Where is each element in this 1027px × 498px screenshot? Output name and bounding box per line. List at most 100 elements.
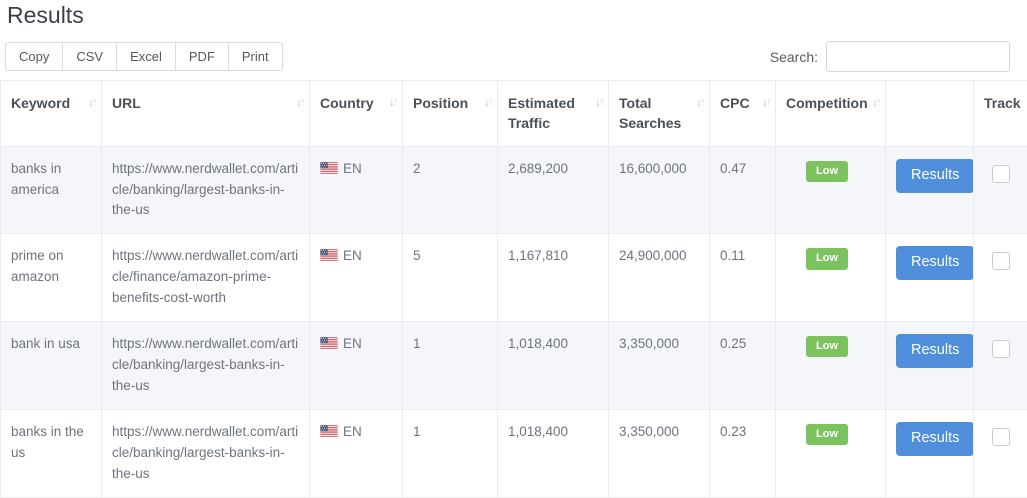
total-searches-cell: 3,350,000	[609, 409, 710, 497]
total-searches-cell: 24,900,000	[609, 234, 710, 322]
competition-cell: Low	[776, 409, 886, 497]
competition-badge: Low	[806, 248, 848, 269]
sort-icon: ↓↑	[296, 94, 304, 111]
sort-icon: ↓↑	[484, 94, 492, 111]
url-cell: https://www.nerdwallet.com/article/banki…	[102, 322, 310, 410]
actions-cell: Results	[886, 234, 974, 322]
export-button-csv[interactable]: CSV	[62, 42, 117, 71]
track-checkbox[interactable]	[992, 165, 1010, 183]
estimated-traffic-cell: 1,018,400	[498, 322, 609, 410]
column-header-keyword[interactable]: Keyword ↓↑	[1, 81, 102, 147]
column-header-country[interactable]: Country ↓↑	[310, 81, 403, 147]
table-row: prime on amazon https://www.nerdwallet.c…	[1, 234, 1027, 322]
sort-icon: ↓↑	[595, 94, 603, 111]
column-header-label: Position	[413, 95, 468, 111]
results-button[interactable]: Results	[896, 159, 974, 193]
actions-cell: Results	[886, 146, 974, 234]
column-header-label: Competition	[786, 95, 868, 111]
us-flag-icon	[320, 249, 338, 261]
results-button[interactable]: Results	[896, 334, 974, 368]
export-button-copy[interactable]: Copy	[5, 42, 63, 71]
table-row: banks in the us https://www.nerdwallet.c…	[1, 409, 1027, 497]
country-code: EN	[343, 336, 362, 351]
track-cell	[974, 322, 1027, 410]
table-row: banks in america https://www.nerdwallet.…	[1, 146, 1027, 234]
column-header-label: Track	[984, 95, 1021, 111]
us-flag-icon	[320, 425, 338, 437]
export-button-print[interactable]: Print	[228, 42, 283, 71]
position-cell: 1	[403, 409, 498, 497]
column-header-actions	[886, 81, 974, 147]
url-cell: https://www.nerdwallet.com/article/banki…	[102, 409, 310, 497]
country-code: EN	[343, 248, 362, 263]
us-flag-icon	[320, 162, 338, 174]
keyword-cell: banks in america	[1, 146, 102, 234]
country-cell: EN	[310, 322, 403, 410]
actions-cell: Results	[886, 322, 974, 410]
position-cell: 5	[403, 234, 498, 322]
results-button[interactable]: Results	[896, 422, 974, 456]
search-control: Search:	[770, 41, 1010, 72]
estimated-traffic-cell: 1,167,810	[498, 234, 609, 322]
estimated-traffic-cell: 1,018,400	[498, 409, 609, 497]
position-cell: 1	[403, 322, 498, 410]
table-body: banks in america https://www.nerdwallet.…	[1, 146, 1027, 497]
track-checkbox[interactable]	[992, 340, 1010, 358]
column-header-url[interactable]: URL ↓↑	[102, 81, 310, 147]
competition-cell: Low	[776, 234, 886, 322]
competition-cell: Low	[776, 322, 886, 410]
table-row: bank in usa https://www.nerdwallet.com/a…	[1, 322, 1027, 410]
total-searches-cell: 16,600,000	[609, 146, 710, 234]
column-header-label: Total Searches	[619, 95, 681, 131]
cpc-cell: 0.25	[710, 322, 776, 410]
column-header-label: Country	[320, 95, 374, 111]
country-cell: EN	[310, 146, 403, 234]
estimated-traffic-cell: 2,689,200	[498, 146, 609, 234]
url-cell: https://www.nerdwallet.com/article/finan…	[102, 234, 310, 322]
country-cell: EN	[310, 409, 403, 497]
country-code: EN	[343, 161, 362, 176]
url-cell: https://www.nerdwallet.com/article/banki…	[102, 146, 310, 234]
search-input[interactable]	[826, 41, 1010, 72]
keyword-cell: prime on amazon	[1, 234, 102, 322]
column-header-position[interactable]: Position ↓↑	[403, 81, 498, 147]
sort-icon: ↓↑	[88, 94, 96, 111]
keyword-cell: bank in usa	[1, 322, 102, 410]
search-label: Search:	[770, 49, 818, 65]
results-button[interactable]: Results	[896, 246, 974, 280]
table-header-row: Keyword ↓↑ URL ↓↑ Country ↓↑ Position ↓↑…	[1, 81, 1027, 147]
cpc-cell: 0.23	[710, 409, 776, 497]
column-header-competition[interactable]: Competition ↓↑	[776, 81, 886, 147]
competition-badge: Low	[806, 161, 848, 182]
country-cell: EN	[310, 234, 403, 322]
actions-cell: Results	[886, 409, 974, 497]
cpc-cell: 0.11	[710, 234, 776, 322]
sort-icon: ↓↑	[389, 94, 397, 111]
competition-cell: Low	[776, 146, 886, 234]
us-flag-icon	[320, 337, 338, 349]
track-cell	[974, 146, 1027, 234]
column-header-label: URL	[112, 95, 141, 111]
sort-icon: ↓↑	[762, 94, 770, 111]
export-button-excel[interactable]: Excel	[116, 42, 176, 71]
column-header-label: CPC	[720, 95, 750, 111]
column-header-total-searches[interactable]: Total Searches ↓↑	[609, 81, 710, 147]
column-header-label: Keyword	[11, 95, 70, 111]
total-searches-cell: 3,350,000	[609, 322, 710, 410]
position-cell: 2	[403, 146, 498, 234]
competition-badge: Low	[806, 424, 848, 445]
export-button-pdf[interactable]: PDF	[175, 42, 229, 71]
cpc-cell: 0.47	[710, 146, 776, 234]
track-cell	[974, 409, 1027, 497]
sort-icon: ↓↑	[696, 94, 704, 111]
results-table: Keyword ↓↑ URL ↓↑ Country ↓↑ Position ↓↑…	[0, 80, 1027, 498]
column-header-estimated-traffic[interactable]: Estimated Traffic ↓↑	[498, 81, 609, 147]
page-title: Results	[0, 0, 1027, 41]
track-checkbox[interactable]	[992, 252, 1010, 270]
sort-icon: ↓↑	[872, 94, 880, 111]
track-cell	[974, 234, 1027, 322]
keyword-cell: banks in the us	[1, 409, 102, 497]
column-header-cpc[interactable]: CPC ↓↑	[710, 81, 776, 147]
